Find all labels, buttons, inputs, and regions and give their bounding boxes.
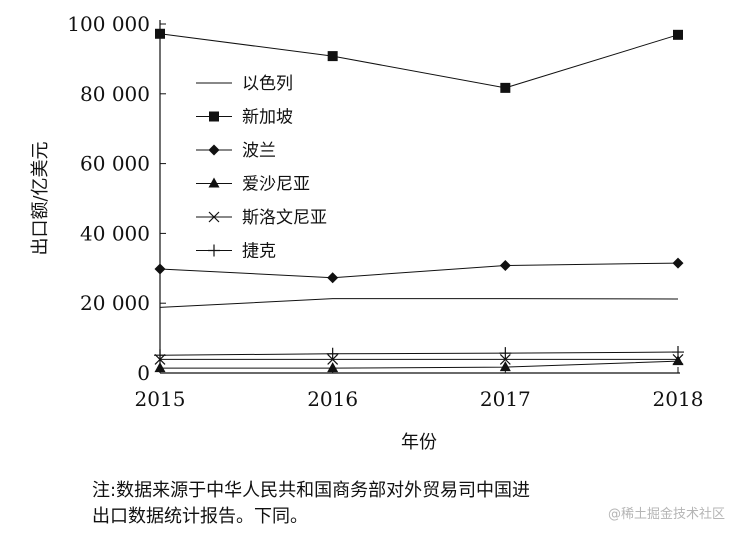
data-point [327,272,338,283]
data-point [155,29,165,39]
y-tick-label: 100 000 [67,12,150,36]
data-point [673,258,684,269]
data-point [155,263,166,274]
source-note-line-1: 注:数据来源于中华人民共和国商务部对外贸易司中国进 [92,478,652,504]
legend-marker [209,112,219,122]
x-axis-title: 年份 [401,432,437,453]
y-tick-label: 0 [137,361,150,385]
legend-label: 波兰 [242,141,276,161]
x-tick-label: 2018 [653,387,704,411]
data-point [500,260,511,271]
x-tick-label: 2017 [480,387,531,411]
series-line [160,299,678,308]
series-line [160,263,678,278]
legend-label: 捷克 [242,242,276,262]
series-line [160,34,678,88]
data-point [327,348,339,360]
y-tick-label: 60 000 [80,152,150,176]
series-6 [160,352,678,355]
series-4 [160,361,678,368]
x-tick-label: 2015 [135,387,186,411]
y-tick-label: 80 000 [80,82,150,106]
legend-marker [209,178,220,188]
data-point [328,51,338,61]
chart-svg: 0 20 000 40 000 60 000 80 000 100 000 2015 2016… [0,0,739,470]
x-tick-label: 2016 [307,387,358,411]
legend-label: 新加坡 [242,108,293,128]
data-point [500,83,510,93]
y-axis-title: 出口额/亿美元 [30,141,51,255]
watermark: @稀土掘金技术社区 [608,503,725,522]
series-line [160,361,678,368]
legend-marker [208,245,220,257]
series-line [160,352,678,355]
legend-label: 以色列 [242,74,293,94]
y-tick-label: 20 000 [80,291,150,315]
series-2 [160,34,678,88]
series-3 [160,263,678,278]
legend-marker [209,145,220,156]
y-tick-label: 40 000 [80,221,150,245]
source-note-line-2: 出口数据统计报告。下同。 [92,504,652,530]
series-1 [160,299,678,308]
data-point [499,347,511,359]
legend-label: 斯洛文尼亚 [242,208,327,228]
legend-label: 爱沙尼亚 [242,175,310,195]
data-point [672,346,684,358]
source-note: 注:数据来源于中华人民共和国商务部对外贸易司中国进 出口数据统计报告。下同。 [92,478,652,530]
data-point [673,30,683,40]
